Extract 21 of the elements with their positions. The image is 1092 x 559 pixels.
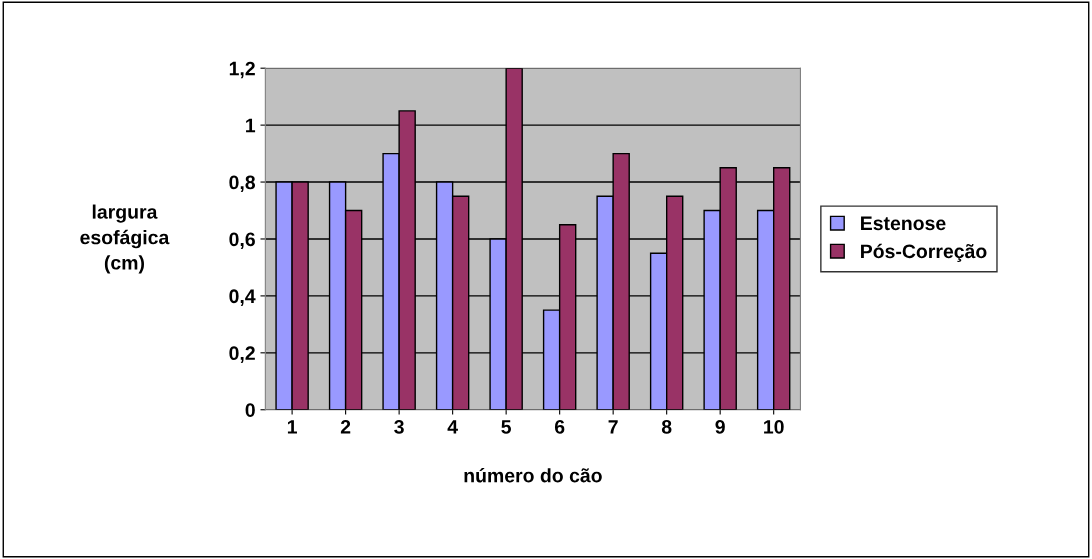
x-tick-label: 7 bbox=[608, 420, 618, 434]
x-axis-title: número do cão bbox=[464, 467, 602, 483]
y-tick-label: 0,8 bbox=[229, 175, 256, 193]
y-tick-label: 0,2 bbox=[229, 346, 255, 363]
x-tick-label: 8 bbox=[661, 419, 672, 434]
x-tick-label: 6 bbox=[554, 419, 565, 434]
x-tick-label: 4 bbox=[447, 420, 458, 434]
x-tick-label: 1 bbox=[287, 420, 297, 434]
x-tick-label: 9 bbox=[715, 419, 725, 434]
y-tick-label: 0,4 bbox=[229, 289, 256, 306]
y-tick-label: 0,6 bbox=[229, 232, 255, 250]
x-tick-label: 5 bbox=[501, 420, 512, 434]
x-tick-label: 3 bbox=[394, 419, 404, 434]
legend-label: Pós-Correção bbox=[861, 243, 987, 263]
y-tick-label: 1 bbox=[246, 118, 256, 133]
y-tick-label: 1,2 bbox=[229, 61, 255, 79]
y-axis-title: largura esofágica (cm) bbox=[80, 204, 170, 274]
x-tick-label: 10 bbox=[764, 419, 784, 434]
legend-label: Estenose bbox=[861, 216, 946, 231]
x-tick-label: 2 bbox=[340, 419, 351, 434]
y-tick-label: 0 bbox=[245, 403, 255, 417]
